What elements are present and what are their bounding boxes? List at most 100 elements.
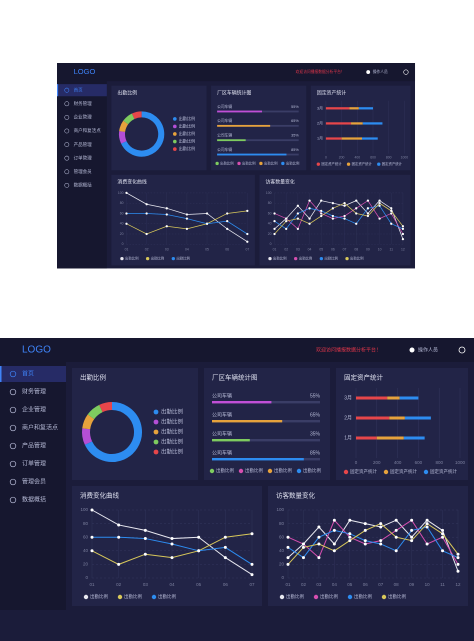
legend-dot	[281, 161, 285, 166]
line-point	[296, 212, 300, 215]
bar	[217, 110, 262, 113]
menu-item[interactable]: 数据概括	[74, 182, 93, 189]
pie-segment	[123, 113, 135, 125]
x-tick-label: 06	[363, 582, 369, 587]
line-point	[394, 549, 398, 553]
menu-item[interactable]: 企业管理	[22, 406, 46, 414]
x-tick-label: 06	[223, 582, 229, 587]
legend-dot	[153, 429, 159, 435]
y-tick-label: 1月	[317, 136, 323, 141]
x-tick-label: 08	[354, 247, 358, 251]
menu-item[interactable]: 管理会员	[74, 168, 93, 175]
line-point	[125, 212, 128, 215]
panel	[268, 486, 468, 606]
legend-dot	[151, 594, 157, 600]
line-point	[143, 528, 147, 532]
bar-segment	[325, 122, 352, 125]
bar-label: 公司车辆	[217, 118, 232, 123]
line-point	[226, 227, 229, 230]
y-tick-label: 100	[266, 191, 272, 195]
x-tick-label: 02	[284, 247, 288, 251]
top-bar	[57, 63, 416, 82]
legend-dot	[319, 256, 324, 261]
y-tick-label: 80	[279, 521, 285, 526]
legend-dot	[313, 594, 319, 600]
line-point	[379, 522, 383, 526]
menu-item[interactable]: 产品管理	[22, 442, 46, 450]
bar-segment	[356, 396, 388, 400]
menu-item[interactable]: 企业管理	[74, 114, 93, 121]
line-series	[274, 200, 404, 240]
panel	[72, 486, 262, 606]
y-tick-label: 80	[83, 521, 89, 526]
panel-title: 消费变化曲线	[117, 179, 146, 186]
user-name[interactable]: 操作人员	[418, 346, 438, 353]
menu-icon	[9, 424, 17, 432]
x-tick-label: 06	[225, 247, 229, 251]
user-icon[interactable]	[366, 70, 371, 74]
menu-item[interactable]: 管理会员	[22, 478, 46, 486]
line-point	[425, 518, 429, 522]
logo: LOGO	[74, 67, 96, 76]
line-point	[401, 225, 405, 228]
line-point	[348, 535, 352, 539]
x-tick-label: 11	[440, 582, 445, 587]
bar	[217, 139, 246, 142]
legend-label: 出勤比例	[158, 593, 176, 600]
menu-item[interactable]: 首页	[74, 86, 84, 93]
panel	[111, 174, 255, 266]
menu-item[interactable]: 商户和复活点	[22, 424, 58, 432]
line-point	[125, 222, 128, 225]
menu-item[interactable]: 财务管理	[22, 388, 46, 396]
line-point	[320, 212, 323, 215]
line-point	[273, 232, 276, 236]
x-tick-label: 1000	[401, 155, 409, 159]
legend-dot	[346, 162, 351, 166]
y-tick-label: 60	[83, 534, 89, 539]
menu-item[interactable]: 数据概括	[22, 496, 46, 504]
legend-label: 出勤比例	[286, 593, 304, 600]
menu-item[interactable]: 首页	[22, 370, 34, 378]
line-point	[332, 549, 336, 553]
pie-segment	[82, 428, 93, 445]
bar-segment	[341, 137, 363, 140]
line-point	[170, 556, 174, 560]
pie-segment	[84, 402, 142, 462]
menu-icon	[9, 388, 17, 396]
x-tick-label: 03	[296, 247, 300, 251]
pie-segment	[118, 131, 127, 144]
menu-item[interactable]: 产品管理	[74, 141, 93, 148]
legend-label: 固定资产统计	[382, 161, 403, 166]
menu-item[interactable]: 商户和复活点	[74, 127, 102, 134]
line-point	[425, 542, 429, 546]
line-series	[287, 519, 459, 572]
line-point	[246, 232, 249, 236]
bar	[212, 439, 250, 442]
legend-dot	[279, 594, 285, 600]
menu-icon	[9, 370, 17, 378]
legend-label: 出勤比例	[220, 160, 234, 165]
menu-item[interactable]: 订单管理	[22, 460, 46, 468]
bar-segment	[325, 107, 350, 110]
x-tick-label: 09	[409, 582, 415, 587]
user-icon[interactable]	[409, 347, 415, 353]
user-name[interactable]: 操作人员	[373, 69, 388, 74]
power-icon[interactable]	[458, 346, 466, 354]
line-point	[441, 535, 445, 539]
legend-dot	[381, 594, 387, 600]
menu-item[interactable]: 财务管理	[74, 100, 93, 107]
menu-item[interactable]: 订单管理	[74, 154, 93, 161]
x-tick-label: 03	[143, 582, 149, 587]
y-tick-label: 60	[120, 211, 124, 215]
legend-label: 出勤比例	[179, 115, 196, 121]
legend-label: 出勤比例	[179, 138, 196, 144]
pie-segment	[119, 120, 129, 133]
power-icon[interactable]	[403, 69, 409, 75]
legend-dot	[215, 161, 219, 166]
line-point	[286, 535, 290, 539]
panel	[336, 368, 468, 480]
line-point	[390, 222, 393, 225]
line-point	[410, 539, 414, 543]
legend-label: 出勤比例	[179, 130, 196, 136]
menu-icon	[64, 128, 70, 134]
